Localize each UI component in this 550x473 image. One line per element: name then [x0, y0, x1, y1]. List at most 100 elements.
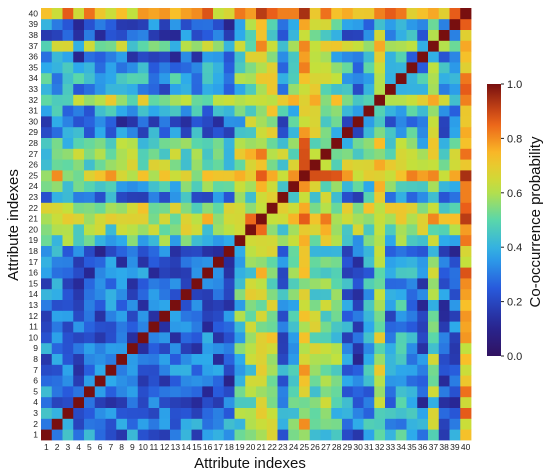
heatmap-cell [223, 278, 235, 290]
heatmap-cell [256, 159, 268, 171]
heatmap-cell [159, 321, 171, 333]
heatmap-cell [213, 83, 225, 95]
heatmap-cell [374, 288, 386, 300]
heatmap-cell [148, 191, 160, 203]
heatmap-cell [406, 224, 418, 236]
heatmap-cell [51, 386, 63, 398]
heatmap-cell [127, 105, 139, 117]
heatmap-cell [105, 375, 117, 387]
heatmap-cell [438, 18, 450, 30]
heatmap-cell [127, 148, 139, 160]
y-tick-label: 27 [29, 149, 39, 159]
heatmap-cell [105, 29, 117, 41]
heatmap-cell [438, 137, 450, 149]
heatmap-cell [363, 234, 375, 246]
heatmap-cell [406, 83, 418, 95]
heatmap-cell [331, 278, 343, 290]
heatmap-cell [202, 353, 214, 365]
heatmap-cell [202, 51, 214, 63]
y-tick-label: 8 [33, 354, 38, 364]
heatmap-cell [213, 364, 225, 376]
heatmap-cell [320, 40, 332, 52]
heatmap-cell [320, 353, 332, 365]
heatmap-cell [428, 105, 440, 117]
heatmap-cell [84, 418, 96, 430]
heatmap-cell [62, 51, 74, 63]
heatmap-cell [320, 278, 332, 290]
heatmap-cell [266, 202, 278, 214]
heatmap-cell [137, 310, 149, 322]
heatmap-cell [385, 116, 397, 128]
heatmap-cell [288, 342, 300, 354]
heatmap-cell [385, 353, 397, 365]
y-tick-label: 25 [29, 170, 39, 180]
heatmap-cell [363, 256, 375, 268]
heatmap-cell [213, 170, 225, 182]
heatmap-cell [73, 396, 85, 408]
heatmap-cell [417, 62, 429, 74]
heatmap-cell [320, 213, 332, 225]
heatmap-cell [159, 213, 171, 225]
heatmap-cell [406, 234, 418, 246]
heatmap-cell [438, 396, 450, 408]
heatmap-cell [191, 116, 203, 128]
heatmap-cell [245, 288, 257, 300]
heatmap-cell [127, 51, 139, 63]
heatmap-cell [438, 62, 450, 74]
heatmap-cell [191, 105, 203, 117]
heatmap-cell [449, 40, 461, 52]
heatmap-cell [159, 62, 171, 74]
x-tick-label: 23 [278, 442, 288, 452]
heatmap-cell [309, 94, 321, 106]
heatmap-cell [320, 180, 332, 192]
heatmap-cell [277, 234, 289, 246]
heatmap-cell [223, 364, 235, 376]
heatmap-cell [41, 170, 53, 182]
heatmap-cell [385, 126, 397, 138]
heatmap-cell [363, 267, 375, 279]
heatmap-cell [223, 51, 235, 63]
heatmap-cell [417, 83, 429, 95]
heatmap-cell [342, 105, 354, 117]
heatmap-cell [62, 321, 74, 333]
heatmap-cell [460, 234, 472, 246]
heatmap-cell [331, 375, 343, 387]
heatmap-cell [105, 288, 117, 300]
heatmap-cell [449, 18, 461, 30]
heatmap-cell [213, 267, 225, 279]
heatmap-cell [84, 364, 96, 376]
heatmap-cell [170, 267, 182, 279]
heatmap-cell [385, 148, 397, 160]
heatmap-cell [223, 83, 235, 95]
heatmap-cell [449, 159, 461, 171]
x-tick-label: 34 [396, 442, 406, 452]
heatmap-cell [41, 126, 53, 138]
heatmap-cell [127, 116, 139, 128]
heatmap-cell [277, 407, 289, 419]
y-tick-label: 1 [33, 430, 38, 440]
heatmap-cell [223, 256, 235, 268]
heatmap-cell [170, 8, 182, 20]
heatmap-cell [266, 407, 278, 419]
heatmap-cell [62, 148, 74, 160]
heatmap-cell [84, 224, 96, 236]
heatmap-cell [395, 386, 407, 398]
heatmap-cell [191, 353, 203, 365]
heatmap-cell [299, 375, 311, 387]
heatmap-cell [277, 396, 289, 408]
heatmap-cell [170, 105, 182, 117]
heatmap-cell [288, 159, 300, 171]
heatmap-cell [62, 170, 74, 182]
heatmap-cell [288, 191, 300, 203]
heatmap-cell [256, 126, 268, 138]
heatmap-cell [320, 234, 332, 246]
heatmap-cell [256, 51, 268, 63]
heatmap-cell [428, 213, 440, 225]
heatmap-cell [395, 191, 407, 203]
heatmap-cell [277, 375, 289, 387]
heatmap-cell [180, 170, 192, 182]
heatmap-cell [105, 105, 117, 117]
heatmap-cell [374, 353, 386, 365]
heatmap-cell [342, 148, 354, 160]
heatmap-cell [428, 429, 440, 441]
